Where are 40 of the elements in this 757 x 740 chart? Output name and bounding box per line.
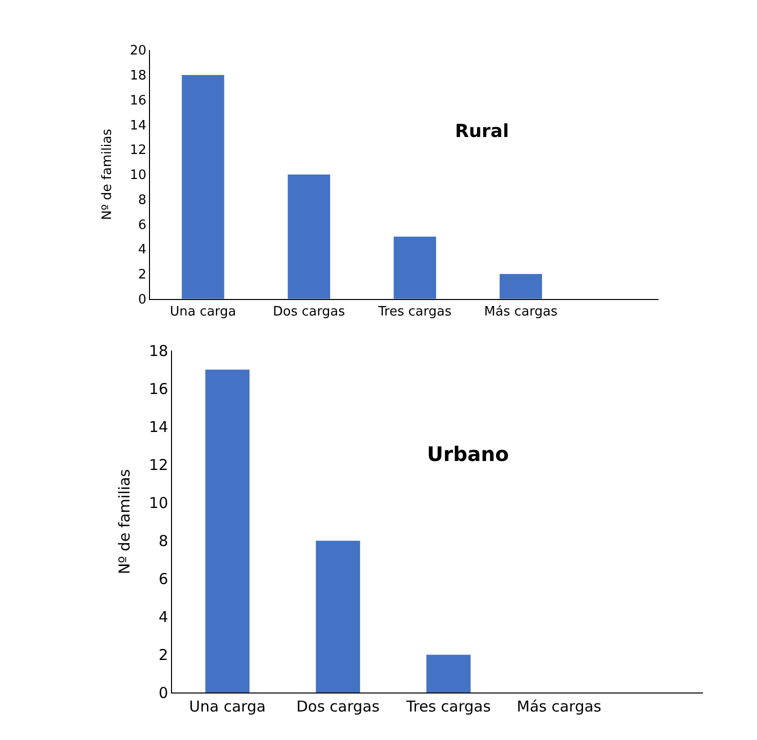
y-tick-label: 8 xyxy=(158,532,168,550)
y-tick-label: 2 xyxy=(138,268,146,283)
y-tick-label: 14 xyxy=(149,418,168,436)
x-tick-label: Tres cargas xyxy=(405,698,491,716)
y-tick-label: 18 xyxy=(130,68,146,84)
text: Urbano xyxy=(427,442,509,466)
x-tick-label: Una carga xyxy=(170,304,236,320)
bar xyxy=(288,174,330,299)
y-tick-label: 12 xyxy=(130,143,146,158)
bar xyxy=(500,274,542,299)
y-tick-label: 2 xyxy=(158,646,168,664)
y-tick-label: 14 xyxy=(130,118,146,134)
text: Rural xyxy=(455,121,509,142)
y-tick-label: 10 xyxy=(130,168,146,184)
bar xyxy=(316,540,360,693)
bar xyxy=(205,370,250,693)
bar xyxy=(426,654,471,693)
y-tick-label: 4 xyxy=(158,608,168,626)
y-tick-label: 20 xyxy=(130,44,146,59)
x-tick-label: Dos cargas xyxy=(296,698,380,716)
bar xyxy=(182,74,224,299)
x-tick-label: Dos cargas xyxy=(272,304,346,320)
bar xyxy=(394,236,436,299)
y-tick-label: 6 xyxy=(158,570,168,588)
y-tick-label: 16 xyxy=(149,380,168,398)
y-tick-label: 18 xyxy=(149,342,168,360)
y-tick-label: 12 xyxy=(149,456,168,474)
y-tick-label: 10 xyxy=(149,494,168,512)
x-tick-label: Tres cargas xyxy=(377,304,452,320)
x-tick-label: Más cargas xyxy=(516,698,602,716)
y-tick-label: 8 xyxy=(138,192,146,208)
x-tick-label: Una carga xyxy=(189,698,266,716)
y-axis-title: Nº de familias xyxy=(115,468,134,574)
y-tick-label: 0 xyxy=(138,292,146,308)
x-tick-label: Más cargas xyxy=(484,304,558,320)
y-tick-label: 4 xyxy=(138,242,146,258)
y-tick-label: 16 xyxy=(130,93,146,108)
y-tick-label: 6 xyxy=(138,218,146,233)
y-tick-label: 0 xyxy=(158,684,168,702)
y-axis-title: Nº de familias xyxy=(100,128,115,220)
